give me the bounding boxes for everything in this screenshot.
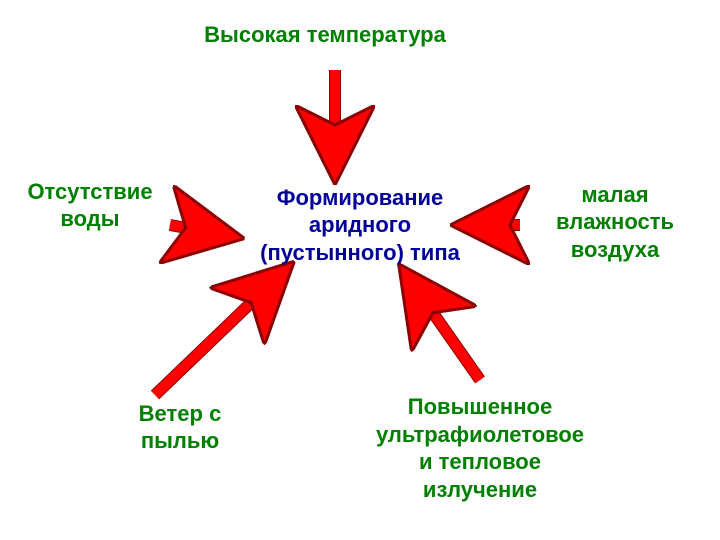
factor-top: Высокая температура [165, 21, 485, 49]
diagram-stage: Формирование аридного (пустынного) типа … [0, 0, 720, 540]
factor-left: Отсутствие воды [15, 178, 165, 233]
arrow-left [170, 225, 225, 235]
center-node: Формирование аридного (пустынного) типа [230, 184, 490, 267]
factor-bottom-right: Повышенное ультрафиолетовое и тепловое и… [350, 393, 610, 503]
arrow-bright [410, 280, 480, 380]
factor-right: малая влажность воздуха [525, 181, 705, 264]
arrow-bleft [155, 275, 280, 395]
factor-bottom-left: Ветер с пылью [110, 400, 250, 455]
